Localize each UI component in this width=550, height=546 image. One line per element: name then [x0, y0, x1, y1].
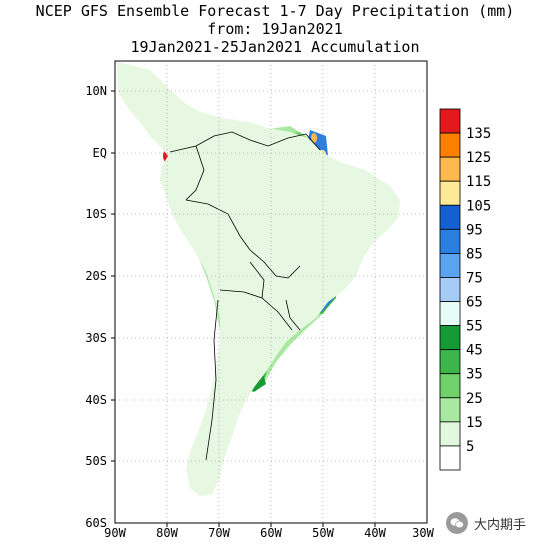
lat-label-10s: 10S	[85, 207, 107, 221]
lat-label-10n: 10N	[85, 84, 107, 98]
colorbar-label: 135	[466, 126, 491, 142]
lat-label-60s: 60S	[85, 516, 107, 530]
lat-label-20s: 20S	[85, 269, 107, 283]
lat-label-eq: EQ	[93, 146, 107, 160]
colorbar-label: 75	[466, 270, 483, 286]
lon-label-60w: 60W	[260, 526, 282, 540]
lon-label-50w: 50W	[312, 526, 334, 540]
colorbar-label: 15	[466, 415, 483, 431]
title-line-1: NCEP GFS Ensemble Forecast 1-7 Day Preci…	[35, 2, 515, 20]
colorbar-swatch	[439, 228, 461, 254]
colorbar-swatch	[439, 156, 461, 182]
lat-label-50s: 50S	[85, 454, 107, 468]
colorbar-label: 65	[466, 295, 483, 311]
wechat-icon	[446, 512, 468, 534]
colorbar-label: 5	[466, 439, 474, 455]
watermark-text: 大内期手	[474, 517, 527, 533]
lon-label-40w: 40W	[364, 526, 386, 540]
colorbar-label: 45	[466, 343, 483, 359]
graticule	[115, 61, 427, 523]
colorbar-label: 25	[466, 391, 483, 407]
colorbar-label: 35	[466, 367, 483, 383]
lat-label-30s: 30S	[85, 331, 107, 345]
colorbar-swatch	[439, 373, 461, 399]
colorbar: 135 125 115 105 95 85 75 65 55 45 35 25 15 5	[439, 108, 491, 471]
colorbar-swatch	[439, 301, 461, 326]
colorbar-swatch	[439, 325, 461, 351]
colorbar-swatch	[439, 349, 461, 375]
lon-label-70w: 70W	[208, 526, 230, 540]
colorbar-label: 125	[466, 150, 491, 166]
colorbar-label: 85	[466, 246, 483, 262]
colorbar-swatch	[439, 397, 461, 423]
colorbar-label: 105	[466, 198, 491, 214]
colorbar-swatch	[439, 277, 461, 302]
lon-label-90w: 90W	[104, 526, 126, 540]
lon-label-80w: 80W	[156, 526, 178, 540]
colorbar-swatch	[439, 204, 461, 230]
colorbar-swatch	[439, 421, 461, 447]
title-line-3: 19Jan2021-25Jan2021 Accumulation	[130, 38, 420, 56]
colorbar-swatch	[439, 445, 461, 471]
lon-label-30w: 30W	[412, 526, 434, 540]
colorbar-label: 95	[466, 222, 483, 238]
colorbar-label: 115	[466, 174, 491, 190]
colorbar-swatch	[439, 132, 461, 158]
title-line-2: from: 19Jan2021	[207, 20, 343, 38]
colorbar-swatch	[439, 108, 461, 134]
colorbar-swatch	[439, 252, 461, 278]
colorbar-label: 55	[466, 319, 483, 335]
colorbar-swatch	[439, 180, 461, 206]
lon-axis: 90W 80W 70W 60W 50W 40W 30W	[104, 523, 435, 540]
lat-label-40s: 40S	[85, 393, 107, 407]
watermark: 大内期手	[446, 510, 546, 536]
lat-axis: 10N EQ 10S 20S 30S 40S 50S 60S	[85, 84, 115, 530]
